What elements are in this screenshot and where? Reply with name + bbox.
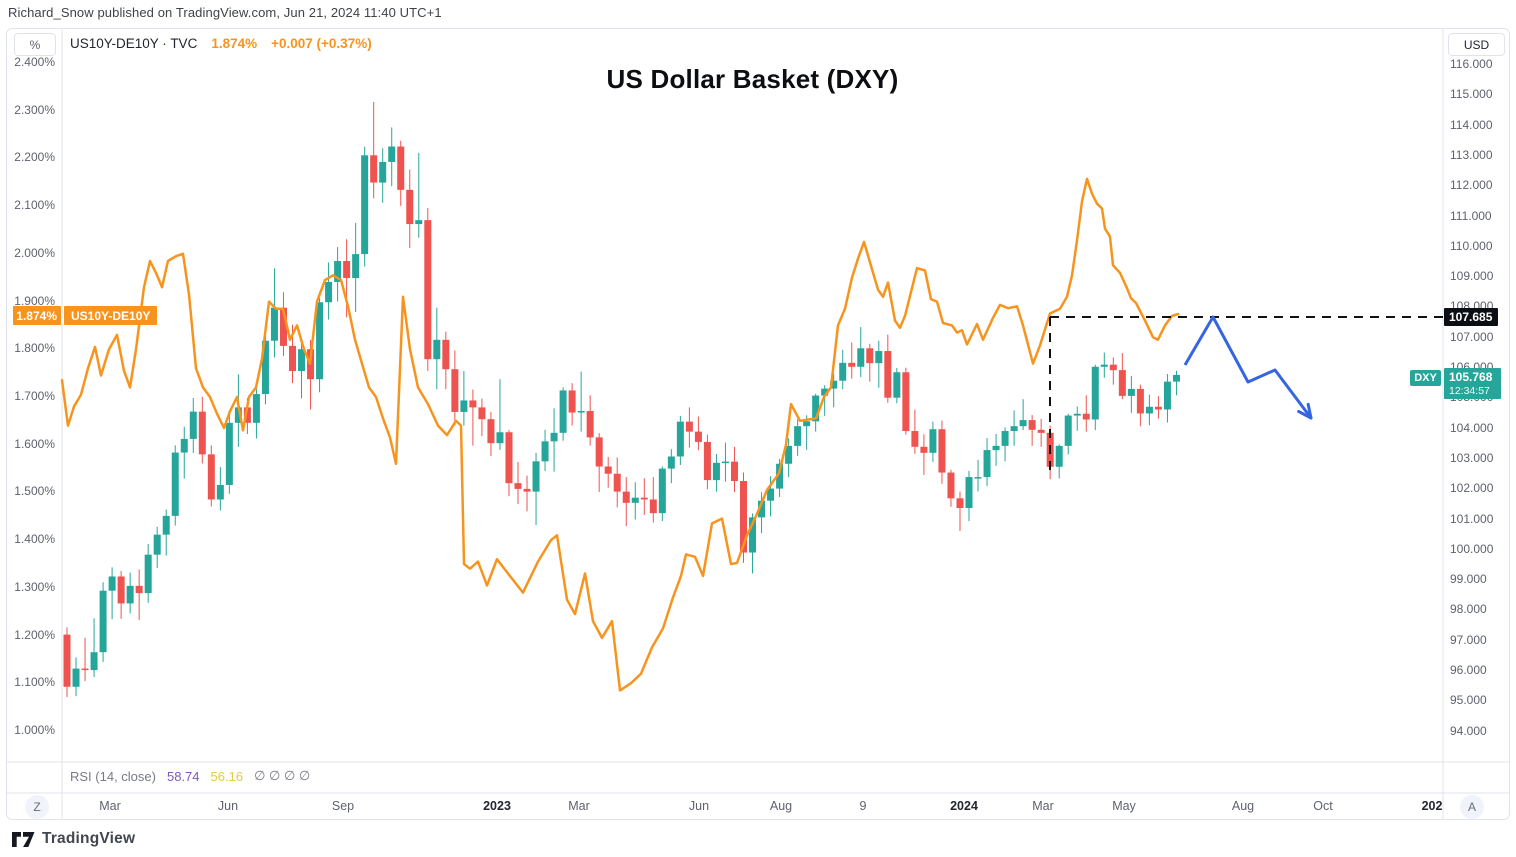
axis-tick-label: 1.500% <box>14 484 55 499</box>
dxy-series-tag: DXY <box>1410 370 1441 386</box>
axis-tick-label: 1.400% <box>14 532 55 547</box>
axis-tick-label: 1.000% <box>14 722 55 737</box>
left-price-scale[interactable]: 2.400% 2.300% 2.200% 2.100% 2.000% 1.900% 1.80… <box>0 0 55 762</box>
spread-axis-price-tag: 1.874% <box>13 306 61 325</box>
tradingview-footer: TradingView <box>12 830 135 848</box>
axis-tick-label: 1.800% <box>14 341 55 356</box>
axis-tick-label: 101.000 <box>1450 511 1494 526</box>
time-axis-label: 202 <box>1421 799 1443 813</box>
right-scale-currency-button[interactable]: USD <box>1448 33 1505 56</box>
rsi-empty-values: ∅ ∅ ∅ ∅ <box>254 768 311 783</box>
time-axis-label: Mar <box>99 799 121 813</box>
time-scale[interactable]: Mar Jun Sep 2023 Mar Jun Aug 9 2024 Mar May Aug Oct 2… <box>0 799 1443 819</box>
axis-tick-label: 98.000 <box>1450 602 1487 617</box>
axis-tick-label: 2.400% <box>14 55 55 69</box>
time-axis-label: May <box>1112 799 1136 813</box>
timezone-button[interactable]: Z <box>25 795 49 819</box>
axis-tick-label: 1.300% <box>14 579 55 594</box>
time-axis-label: Sep <box>331 799 355 813</box>
candlestick-series <box>63 101 1180 698</box>
dxy-last-price: 105.768 <box>1449 369 1493 384</box>
axis-tick-label: 94.000 <box>1450 723 1487 738</box>
axis-tick-label: 112.000 <box>1450 178 1493 193</box>
axis-tick-label: 102.000 <box>1450 481 1494 496</box>
time-axis-label: Mar <box>568 799 590 813</box>
time-axis-label: Jun <box>688 799 710 813</box>
time-axis-label: Jun <box>217 799 239 813</box>
symbol-change: +0.007 (+0.37%) <box>271 36 372 51</box>
axis-tick-label: 1.600% <box>14 436 55 451</box>
axis-tick-label: 2.100% <box>14 198 55 213</box>
axis-tick-label: 2.000% <box>14 245 55 260</box>
time-axis-label: Mar <box>1032 799 1054 813</box>
time-axis-label: Aug <box>769 799 793 813</box>
spread-line-series <box>60 177 1180 692</box>
axis-tick-label: 113.000 <box>1450 147 1493 162</box>
time-axis-label: Oct <box>1313 799 1333 813</box>
axis-tick-label: 97.000 <box>1450 632 1487 647</box>
axis-tick-label: 103.000 <box>1450 450 1494 465</box>
breakout-dashed-line <box>1049 315 1443 470</box>
rsi-value-2: 56.16 <box>210 768 244 784</box>
dxy-last-price-tag: 105.768 12:34:57 <box>1444 368 1501 399</box>
auto-scale-button[interactable]: A <box>1460 795 1484 819</box>
axis-tick-label: 2.300% <box>14 102 55 117</box>
time-axis-label: 9 <box>859 799 867 813</box>
tradingview-logo-text: TradingView <box>42 830 136 847</box>
projection-arrow <box>1183 315 1313 420</box>
time-axis-label: 2024 <box>950 799 978 813</box>
axis-tick-label: 109.000 <box>1450 269 1494 284</box>
axis-tick-label: 1.700% <box>14 388 55 403</box>
axis-tick-label: 100.000 <box>1450 541 1494 556</box>
axis-tick-label: 115.000 <box>1450 87 1493 102</box>
spread-series-name-tag: US10Y-DE10Y <box>64 306 158 325</box>
symbol-legend[interactable]: US10Y-DE10Y · TVC 1.874% +0.007 (+0.37%) <box>70 36 372 51</box>
axis-tick-label: 1.200% <box>14 627 55 642</box>
time-axis-label: Aug <box>1231 799 1255 813</box>
axis-tick-label: 1.900% <box>14 293 55 308</box>
left-scale-mode-button[interactable]: % <box>14 33 56 56</box>
rsi-label[interactable]: RSI (14, close) <box>70 768 156 784</box>
tradingview-logo-icon <box>12 831 35 847</box>
rsi-legend: RSI (14, close) 58.74 56.16 ∅ ∅ ∅ ∅ <box>70 768 310 784</box>
axis-tick-label: 95.000 <box>1450 693 1487 708</box>
symbol-name[interactable]: US10Y-DE10Y · TVC <box>70 36 198 51</box>
attribution-text: Richard_Snow published on TradingView.co… <box>8 5 442 20</box>
axis-tick-label: 114.000 <box>1450 117 1493 132</box>
axis-tick-label: 1.100% <box>14 675 55 690</box>
bar-countdown: 12:34:57 <box>1449 384 1490 397</box>
axis-tick-label: 107.000 <box>1450 329 1494 344</box>
chart-frame-lines <box>6 28 1510 820</box>
axis-tick-label: 2.200% <box>14 150 55 165</box>
axis-tick-label: 116.000 <box>1450 57 1493 71</box>
chart-title: US Dollar Basket (DXY) <box>606 64 899 94</box>
axis-tick-label: 99.000 <box>1450 572 1487 587</box>
symbol-last-value: 1.874% <box>211 36 258 51</box>
rsi-value-1: 58.74 <box>166 768 200 784</box>
axis-tick-label: 111.000 <box>1450 208 1492 223</box>
axis-tick-label: 104.000 <box>1450 420 1494 435</box>
axis-tick-label: 110.000 <box>1450 238 1493 253</box>
time-axis-label: 2023 <box>483 799 511 813</box>
dashed-level-price-tag: 107.685 <box>1444 308 1498 326</box>
axis-tick-label: 96.000 <box>1450 663 1487 677</box>
